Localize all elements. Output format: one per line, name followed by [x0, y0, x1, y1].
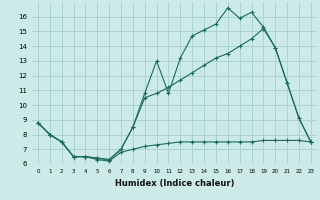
- X-axis label: Humidex (Indice chaleur): Humidex (Indice chaleur): [115, 179, 234, 188]
